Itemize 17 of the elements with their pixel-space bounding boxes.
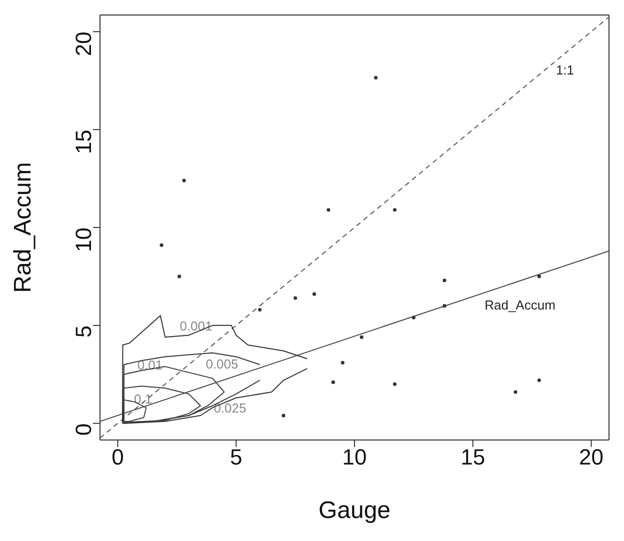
y-tick-label: 15 <box>70 130 96 154</box>
annotation: Rad_Accum <box>484 298 556 312</box>
annotation: 0.005 <box>206 356 238 372</box>
y-axis-title: Rad_Accum <box>10 162 37 293</box>
x-tick-label: 15 <box>460 444 486 470</box>
x-axis-title: Gauge <box>318 497 391 524</box>
x-tick-label: 10 <box>342 444 367 470</box>
y-tick-label: 0 <box>70 423 96 436</box>
y-tick-label: 5 <box>70 325 96 338</box>
x-tick-label: 20 <box>579 444 604 470</box>
x-tick-label: 5 <box>230 444 242 470</box>
y-tick-label: 20 <box>70 32 96 56</box>
annotation: 0.025 <box>214 400 246 416</box>
x-tick-label: 0 <box>112 444 124 470</box>
annotation: 1:1 <box>556 62 574 78</box>
annotation: 0.001 <box>180 318 212 334</box>
y-tick-label: 10 <box>70 228 96 252</box>
